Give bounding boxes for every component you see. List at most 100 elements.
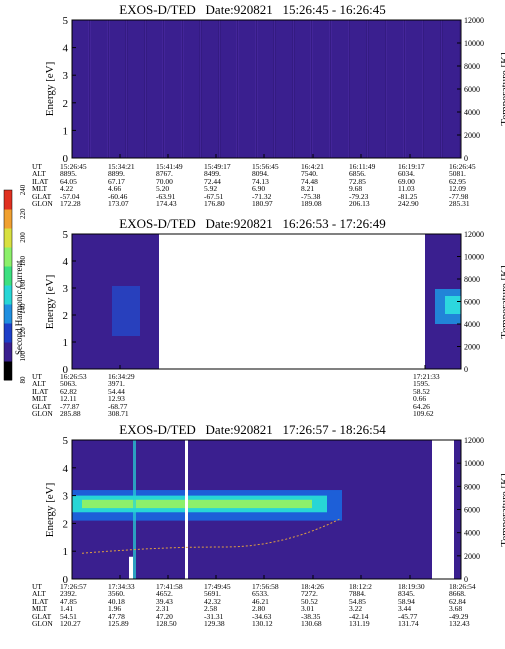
data-gap-2 xyxy=(185,440,188,579)
ephemeris-value: 16:26:53 xyxy=(60,372,87,381)
ephemeris-value: 54.51 xyxy=(60,611,77,621)
ephemeris-value: 6.90 xyxy=(252,184,266,194)
ephemeris-value: 15:41:49 xyxy=(156,162,183,171)
y-axis-label-left: Energy [eV] xyxy=(44,274,56,329)
colorbar-swatch xyxy=(4,228,12,248)
ephemeris-value: 1.96 xyxy=(108,604,122,614)
ephemeris-value: 18:12:2 xyxy=(349,582,372,591)
spike xyxy=(133,440,136,579)
ephemeris-value: 50.52 xyxy=(301,596,318,606)
ephemeris-value: -68.77 xyxy=(108,401,128,411)
ytick-right-label: 2000 xyxy=(464,131,480,140)
ephemeris-value: 7272. xyxy=(301,589,318,599)
ytick-left-label: 0 xyxy=(63,574,69,586)
ephemeris-value: 285.31 xyxy=(449,199,470,208)
ephemeris-value: 47.85 xyxy=(60,596,77,606)
ephemeris-value: 8.21 xyxy=(301,184,315,194)
panel-title: EXOS-D/TED Date:920821 15:26:45 - 16:26:… xyxy=(119,2,386,17)
plot-svg: 0 1 2 3 4 5 0 2000 4000 6000 8000 10000 12000 xyxy=(63,435,485,586)
noise-stripe xyxy=(108,20,109,158)
ephemeris-value: -67.51 xyxy=(204,191,224,201)
ephemeris-value: 8895. xyxy=(60,169,77,179)
ephemeris-value: 180.97 xyxy=(252,199,273,208)
ytick-right-label: 0 xyxy=(464,575,468,584)
ephemeris-value: 17:26:57 xyxy=(60,582,87,591)
ephemeris-label-ilat: ILAT xyxy=(32,386,49,396)
ytick-left-label: 1 xyxy=(63,125,69,137)
noise-stripe xyxy=(127,20,128,158)
ytick-right-label: 12000 xyxy=(464,16,484,25)
colorbar-swatch xyxy=(4,342,12,362)
ephemeris-value: 3.01 xyxy=(301,604,315,614)
colorbar-swatch xyxy=(4,361,12,381)
noise-stripe xyxy=(331,20,332,158)
data-gap-3 xyxy=(432,440,454,579)
ephemeris-value: 2.31 xyxy=(156,604,170,614)
ephemeris-value: 8668. xyxy=(449,589,466,599)
ephemeris-value: 17:49:45 xyxy=(204,582,231,591)
noise-stripe xyxy=(273,20,274,158)
ephemeris-label-glat: GLAT xyxy=(32,401,52,411)
noise-stripe xyxy=(164,20,165,158)
ephemeris-value: 3.44 xyxy=(398,604,412,614)
noise-stripe xyxy=(236,20,237,158)
ephemeris-value: 16:26:45 xyxy=(449,162,476,171)
ytick-right-label: 6000 xyxy=(464,85,480,94)
noise-stripe xyxy=(368,20,369,158)
ephemeris-value: 39.43 xyxy=(156,596,173,606)
colorbar-tick-label: 220 xyxy=(19,208,26,219)
noise-stripe xyxy=(405,20,406,158)
ytick-right-label: 8000 xyxy=(464,482,480,491)
ephemeris-value: 16:34:29 xyxy=(108,372,135,381)
noise-stripe xyxy=(126,20,127,158)
noise-stripe xyxy=(348,20,349,158)
spectrogram-panel-2: 0 1 2 3 4 5 0 2000 4000 6000 8000 10000 12000 EXOS-D/… xyxy=(0,212,505,422)
ephemeris-value: 17:56:58 xyxy=(252,582,279,591)
ytick-right-label: 4000 xyxy=(464,320,480,329)
ytick-left-label: 4 xyxy=(63,256,69,268)
ephemeris-value: -77.98 xyxy=(449,191,469,201)
noise-stripe xyxy=(312,20,313,158)
ephemeris-label-ilat: ILAT xyxy=(32,176,49,186)
ephemeris-label-mlt: MLT xyxy=(32,604,48,614)
noise-stripe xyxy=(201,20,202,158)
ytick-left-label: 2 xyxy=(63,518,69,530)
ephemeris-value: 206.13 xyxy=(349,199,370,208)
ephemeris-value: -31.31 xyxy=(204,611,224,621)
ephemeris-value: 40.18 xyxy=(108,596,125,606)
ytick-right-label: 2000 xyxy=(464,343,480,352)
noise-stripe xyxy=(385,20,386,158)
ephemeris-value: 47.20 xyxy=(156,611,173,621)
ephemeris-label-alt: ALT xyxy=(32,379,46,389)
ephemeris-value: 9.68 xyxy=(349,184,363,194)
ephemeris-value: 62.84 xyxy=(449,596,466,606)
ephemeris-value: -49.29 xyxy=(449,611,469,621)
ephemeris-value: 5691. xyxy=(204,589,221,599)
noise-stripe xyxy=(256,20,257,158)
ephemeris-value: 62.82 xyxy=(60,386,77,396)
ephemeris-value: 8499. xyxy=(204,169,221,179)
ephemeris-value: 120.27 xyxy=(60,619,81,628)
ephemeris-value: 2.58 xyxy=(204,604,218,614)
noise-stripe xyxy=(274,20,275,158)
colorbar-tick-label: 180 xyxy=(19,256,26,267)
ytick-right-label: 12000 xyxy=(464,230,484,239)
ephemeris-value: 58.94 xyxy=(398,596,415,606)
noise-stripe xyxy=(293,20,294,158)
ytick-right-label: 0 xyxy=(464,365,468,374)
ephemeris-label-ut: UT xyxy=(32,372,42,381)
noise-stripe xyxy=(144,20,145,158)
colorbar-swatch xyxy=(4,190,12,210)
ephemeris-value: 1595. xyxy=(413,379,430,389)
ephemeris-label-ilat: ILAT xyxy=(32,596,49,606)
ephemeris-value: 54.85 xyxy=(349,596,366,606)
colorbar-tick-label: 160 xyxy=(19,279,26,290)
ephemeris-value: 58.52 xyxy=(413,386,430,396)
ephemeris-value: 172.28 xyxy=(60,199,81,208)
ephemeris-value: 8094. xyxy=(252,169,269,179)
ephemeris-value: 16:11:49 xyxy=(349,162,376,171)
ephemeris-value: 3971. xyxy=(108,379,125,389)
noise-stripe xyxy=(329,20,330,158)
ephemeris-value: -81.25 xyxy=(398,191,418,201)
ephemeris-value: 62.95 xyxy=(449,176,466,186)
